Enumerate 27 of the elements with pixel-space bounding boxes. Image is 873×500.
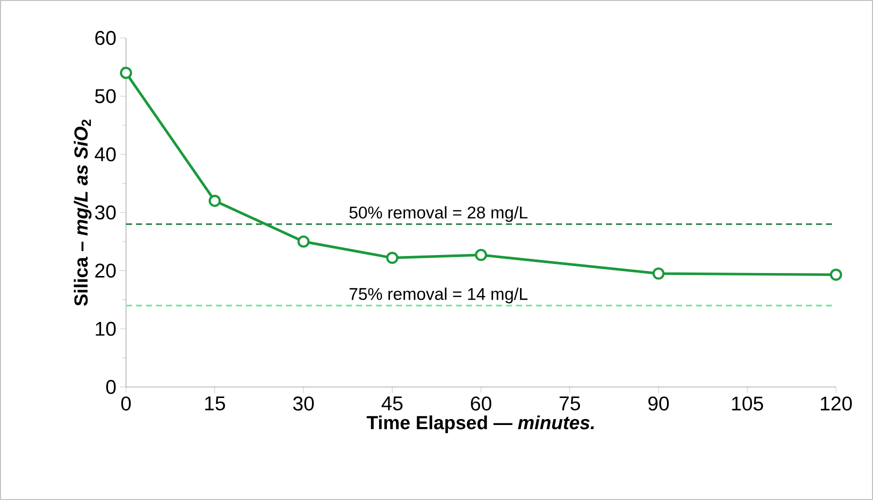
x-tick-label: 90 xyxy=(648,396,669,411)
y-tick-label: 0 xyxy=(106,380,116,394)
point xyxy=(386,252,398,264)
x-tick-label: 0 xyxy=(121,396,131,411)
y-tick-label: 50 xyxy=(95,89,116,104)
y-tick-label: 20 xyxy=(95,264,116,278)
x-tick-label: 75 xyxy=(560,396,580,410)
x-tick-label: 30 xyxy=(293,396,314,411)
x-tick-label: 60 xyxy=(470,396,492,411)
ref-line-label: 75% removal = 14 mg/L xyxy=(350,288,528,304)
x-tick-label: 120 xyxy=(820,396,852,411)
point xyxy=(208,194,221,207)
y-tick-label: 10 xyxy=(96,322,116,336)
point xyxy=(297,235,310,248)
y-tick-label: 30 xyxy=(95,205,116,220)
x-tick-label: 105 xyxy=(732,396,764,411)
x-axis-title: Time Elapsed — minutes. xyxy=(366,415,594,434)
point xyxy=(652,267,665,280)
x-tick-label: 15 xyxy=(205,396,226,410)
y-tick-label: 40 xyxy=(94,147,116,162)
ref-line-label: 50% removal = 28 mg/L xyxy=(349,206,528,222)
y-axis-title: Silica – mg/L as SiO$_{2}$ xyxy=(74,120,92,306)
x-tick-label: 45 xyxy=(382,396,403,410)
y-tick-label: 60 xyxy=(95,30,116,46)
point xyxy=(830,268,842,281)
point xyxy=(120,66,132,79)
point xyxy=(474,248,488,262)
